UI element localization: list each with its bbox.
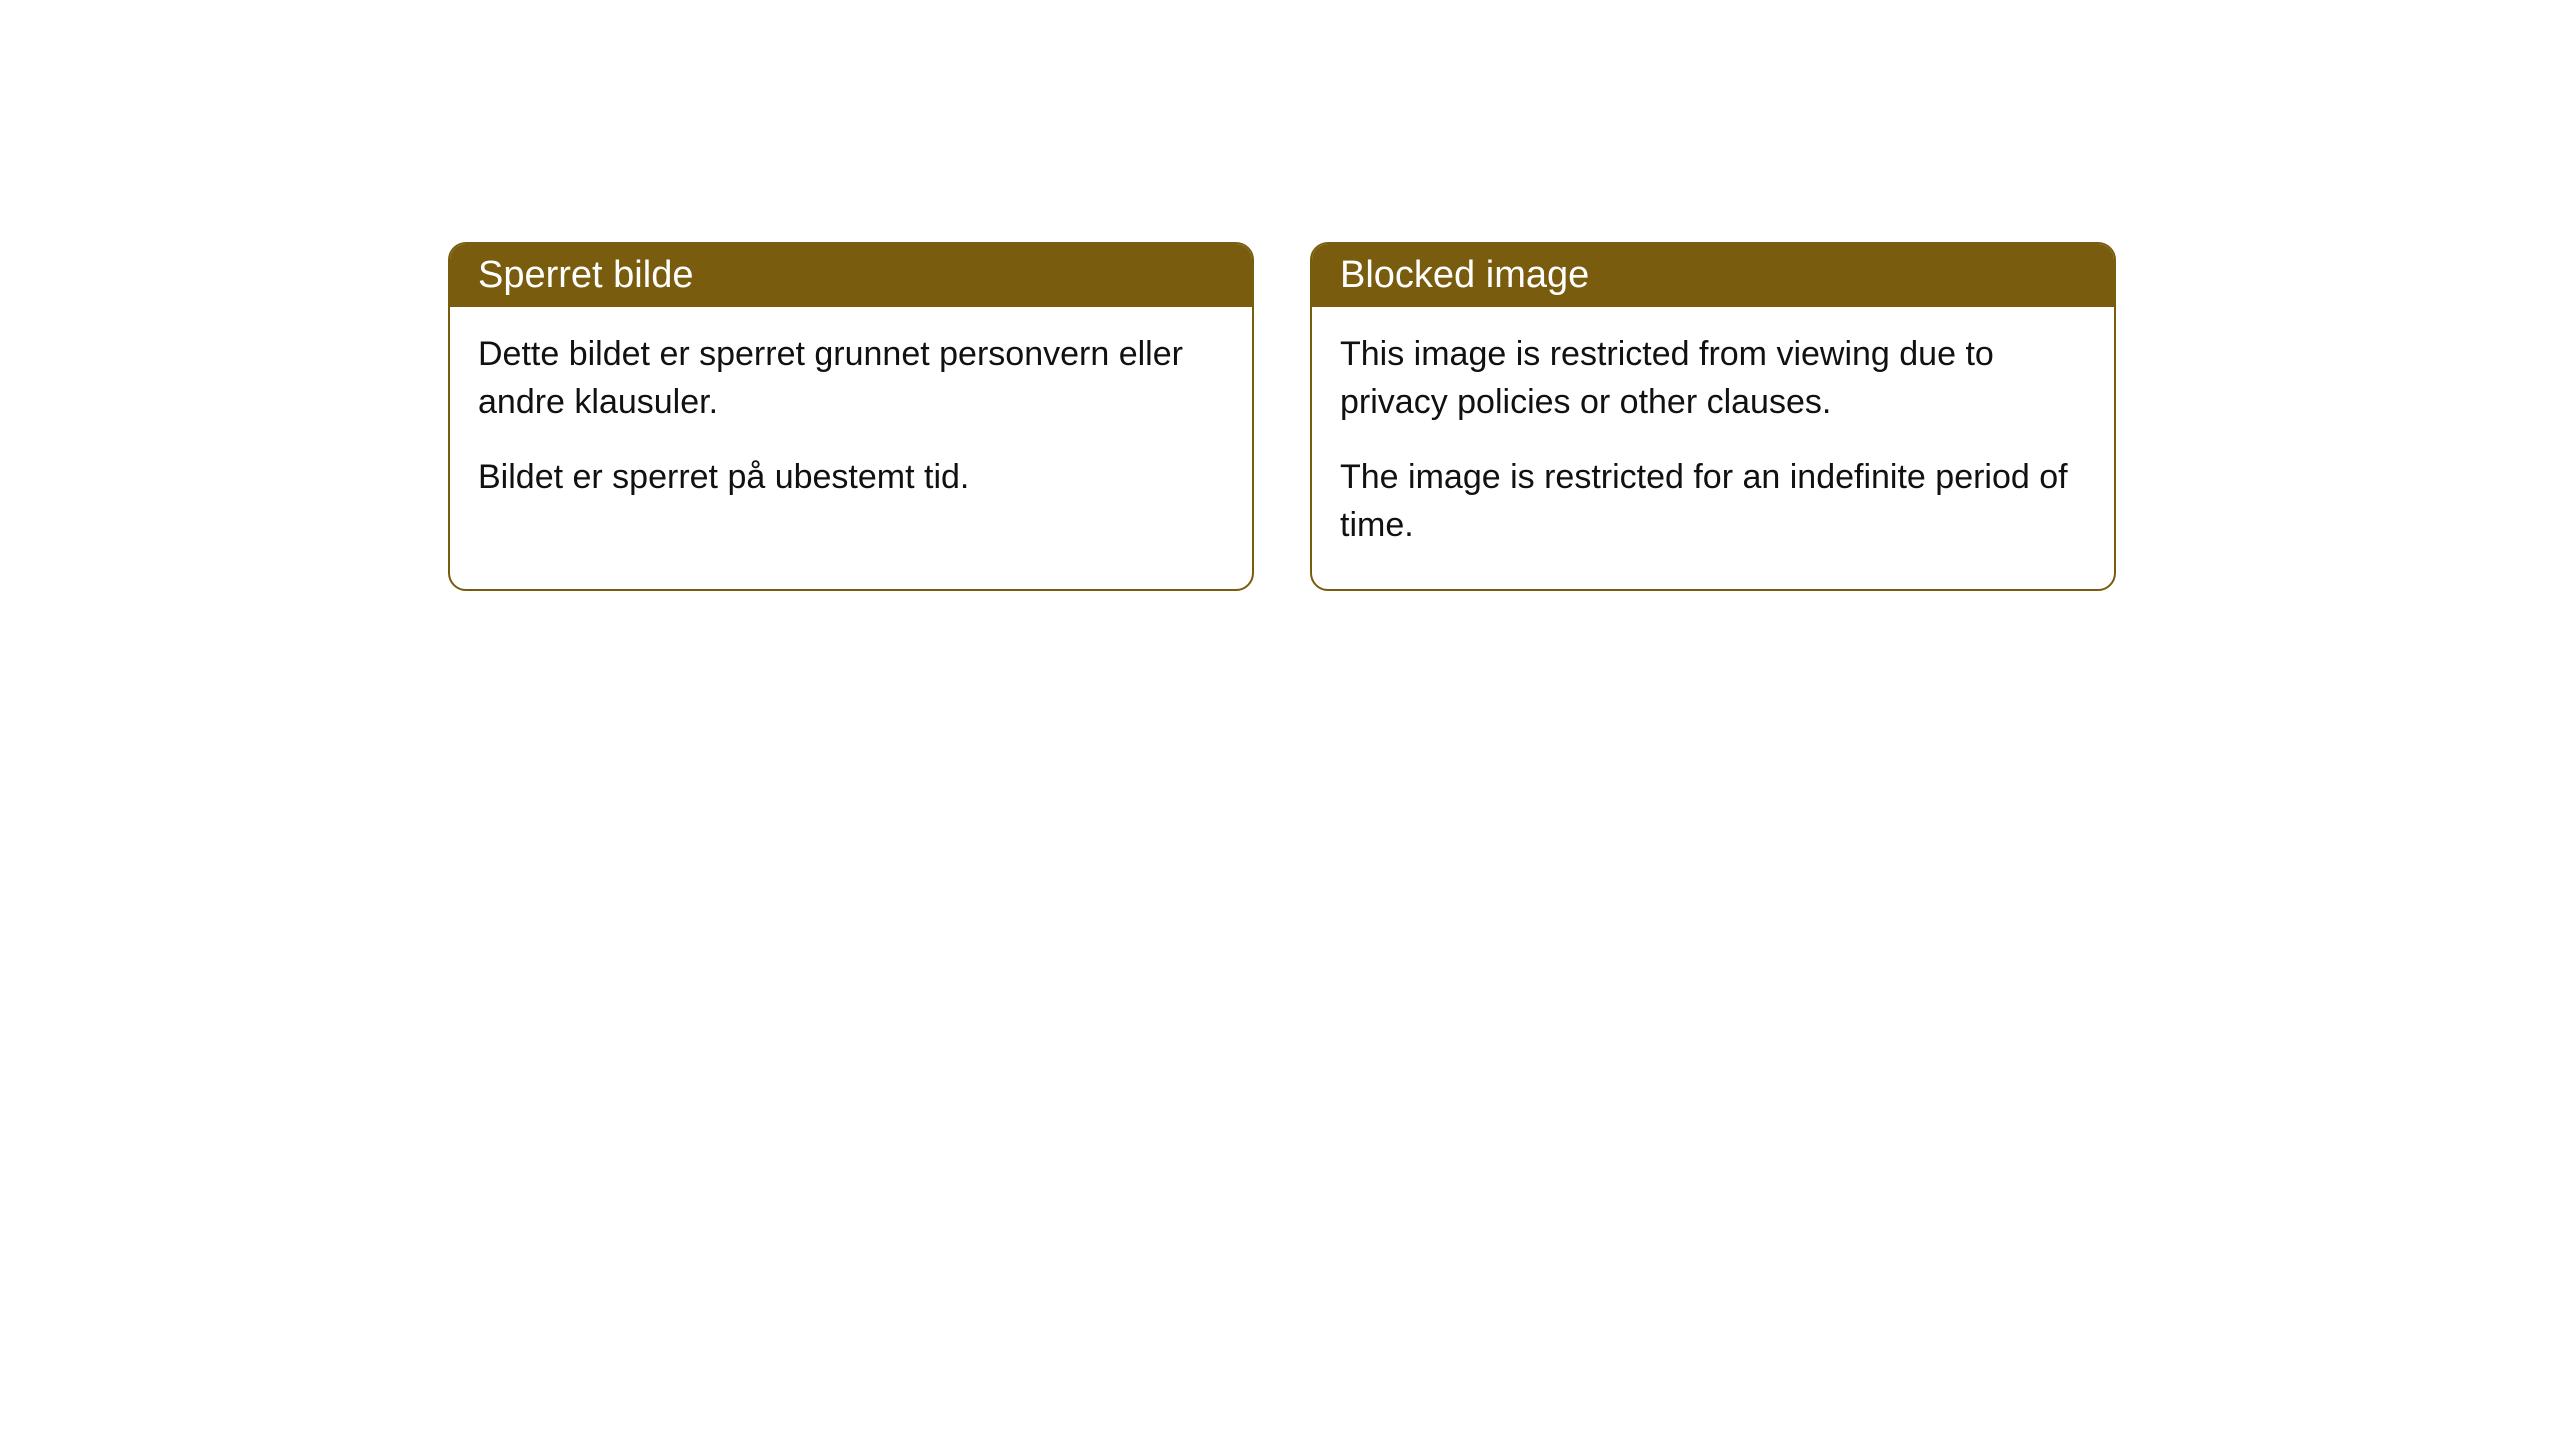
card-header: Blocked image [1312, 244, 2114, 307]
card-paragraph: Dette bildet er sperret grunnet personve… [478, 331, 1224, 426]
card-paragraph: Bildet er sperret på ubestemt tid. [478, 454, 1224, 502]
notice-card-norwegian: Sperret bilde Dette bildet er sperret gr… [448, 242, 1254, 591]
card-body: This image is restricted from viewing du… [1312, 307, 2114, 589]
card-header: Sperret bilde [450, 244, 1252, 307]
card-body: Dette bildet er sperret grunnet personve… [450, 307, 1252, 542]
card-paragraph: The image is restricted for an indefinit… [1340, 454, 2086, 549]
card-paragraph: This image is restricted from viewing du… [1340, 331, 2086, 426]
notice-card-english: Blocked image This image is restricted f… [1310, 242, 2116, 591]
notice-cards-container: Sperret bilde Dette bildet er sperret gr… [448, 242, 2116, 591]
